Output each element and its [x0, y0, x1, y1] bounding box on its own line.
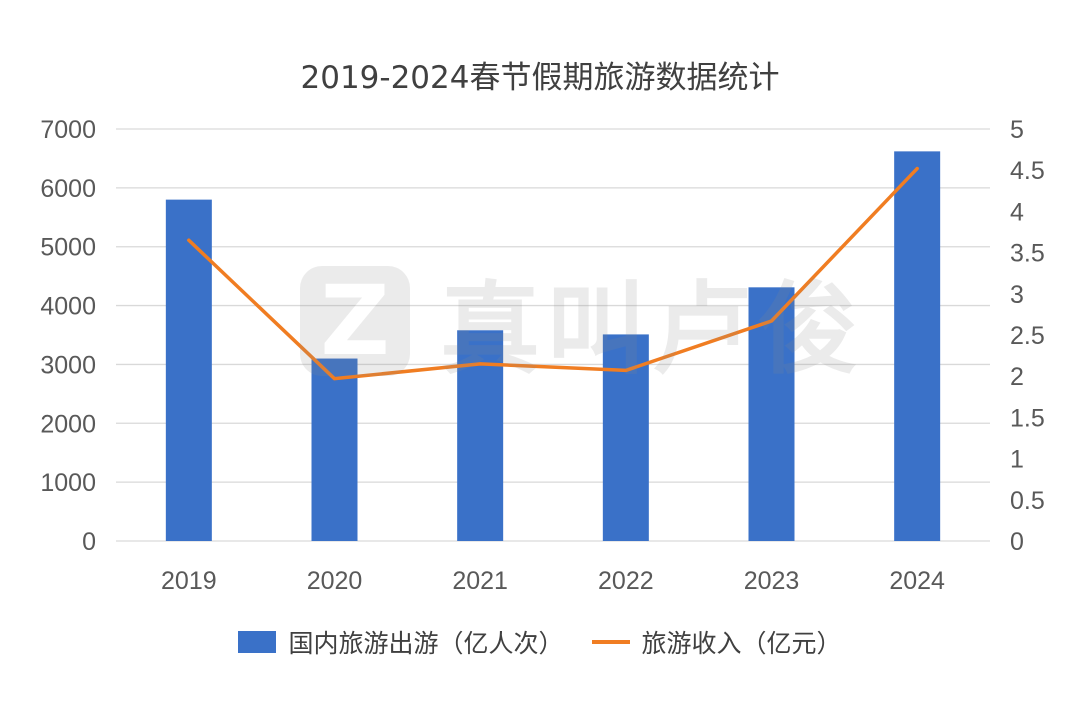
- x-tick-label: 2021: [452, 567, 508, 595]
- y-tick-label: 5000: [40, 234, 96, 262]
- income-line: [187, 166, 919, 381]
- bar-series: [165, 151, 941, 541]
- y-tick-label: 2000: [40, 410, 96, 438]
- grid-lines: [116, 128, 990, 542]
- y-tick-label: 0: [82, 528, 96, 556]
- y2-tick-label: 3: [1010, 281, 1024, 309]
- y-axis-left: 0 1000 2000 3000 4000 5000 6000 7000: [40, 116, 96, 556]
- bar-2019: [165, 199, 212, 541]
- legend-line-swatch: [591, 640, 630, 644]
- bar-2024: [894, 151, 941, 541]
- income-point-2020: [333, 377, 336, 381]
- legend: 国内旅游出游（亿人次） 旅游收入（亿元）: [0, 624, 1080, 660]
- y-tick-label: 7000: [40, 116, 96, 144]
- x-tick-label: 2024: [889, 567, 945, 595]
- x-tick-label: 2019: [161, 567, 217, 595]
- income-point-2022: [624, 368, 628, 372]
- y2-tick-label: 2: [1010, 363, 1024, 391]
- y2-tick-label: 4: [1010, 198, 1024, 226]
- y-axis-right: 0 0.5 1 1.5 2 2.5 3 3.5 4 4.5 5: [1010, 116, 1045, 556]
- y2-tick-label: 0: [1010, 528, 1024, 556]
- legend-item-bar[interactable]: 国内旅游出游（亿人次）: [238, 624, 564, 660]
- y-tick-label: 1000: [40, 469, 96, 497]
- y2-tick-label: 2.5: [1010, 322, 1045, 350]
- legend-bar-swatch: [238, 631, 277, 653]
- income-point-2019: [187, 238, 191, 242]
- y2-tick-label: 4.5: [1010, 157, 1045, 185]
- bar-2023: [748, 287, 795, 541]
- y2-tick-label: 0.5: [1010, 487, 1045, 515]
- y2-tick-label: 1.5: [1010, 404, 1045, 432]
- chart-title: 2019-2024春节假期旅游数据统计: [300, 60, 780, 96]
- line-series: [187, 166, 919, 381]
- legend-bar-label: 国内旅游出游（亿人次）: [288, 629, 564, 658]
- x-tick-label: 2023: [744, 567, 800, 595]
- x-tick-label: 2020: [307, 567, 363, 595]
- bar-2020: [311, 358, 358, 541]
- income-point-2024: [915, 167, 919, 171]
- y-tick-label: 3000: [40, 351, 96, 379]
- x-tick-label: 2022: [598, 567, 654, 595]
- y-tick-label: 6000: [40, 175, 96, 203]
- bar-2021: [457, 330, 504, 541]
- x-axis: 2019 2020 2021 2022 2023 2024: [161, 567, 945, 595]
- y-tick-label: 4000: [40, 293, 96, 321]
- legend-line-label: 旅游收入（亿元）: [641, 629, 842, 658]
- y2-tick-label: 1: [1010, 446, 1024, 474]
- income-point-2023: [770, 319, 773, 323]
- legend-item-line[interactable]: 旅游收入（亿元）: [591, 624, 842, 660]
- income-point-2021: [478, 362, 482, 366]
- y2-tick-label: 5: [1010, 116, 1024, 144]
- y2-tick-label: 3.5: [1010, 240, 1045, 268]
